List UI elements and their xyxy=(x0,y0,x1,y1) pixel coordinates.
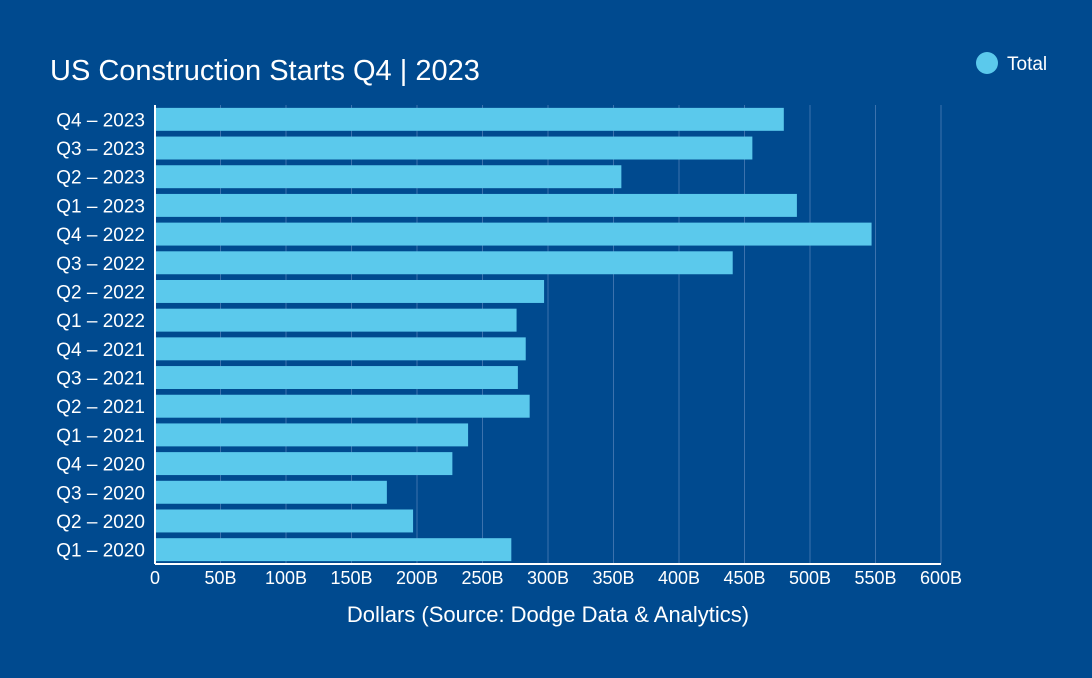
x-tick-label-8: 400B xyxy=(658,568,700,588)
y-tick-label-14: Q2 – 2020 xyxy=(56,512,145,533)
y-tick-label-6: Q2 – 2022 xyxy=(56,282,145,303)
y-tick-label-5: Q3 – 2022 xyxy=(56,254,145,275)
bar-7[interactable] xyxy=(155,308,517,332)
y-axis-tick-labels: Q4 – 2023 Q3 – 2023 Q2 – 2023 Q1 – 2023 Q4 –… xyxy=(56,110,145,561)
bar-5[interactable] xyxy=(155,251,733,275)
bar-6[interactable] xyxy=(155,279,545,303)
y-tick-label-1: Q3 – 2023 xyxy=(56,139,145,160)
y-tick-label-0: Q4 – 2023 xyxy=(56,110,145,131)
bar-0[interactable] xyxy=(155,107,784,131)
x-axis-title: Dollars (Source: Dodge Data & Analytics) xyxy=(347,602,749,627)
bar-11[interactable] xyxy=(155,423,469,447)
bar-13[interactable] xyxy=(155,480,387,504)
x-tick-label-0: 0 xyxy=(150,568,160,588)
y-tick-label-8: Q4 – 2021 xyxy=(56,340,145,361)
x-tick-label-1: 50B xyxy=(204,568,236,588)
bar-4[interactable] xyxy=(155,222,872,246)
x-tick-label-6: 300B xyxy=(527,568,569,588)
x-tick-label-9: 450B xyxy=(723,568,765,588)
bar-15[interactable] xyxy=(155,538,512,562)
bar-12[interactable] xyxy=(155,452,453,476)
legend-label-total[interactable]: Total xyxy=(1007,54,1047,75)
x-tick-label-3: 150B xyxy=(330,568,372,588)
x-tick-label-5: 250B xyxy=(461,568,503,588)
bars xyxy=(155,107,872,562)
x-tick-label-2: 100B xyxy=(265,568,307,588)
y-tick-label-7: Q1 – 2022 xyxy=(56,311,145,332)
y-tick-label-3: Q1 – 2023 xyxy=(56,196,145,217)
y-tick-label-9: Q3 – 2021 xyxy=(56,369,145,390)
x-tick-label-12: 600B xyxy=(920,568,962,588)
bar-8[interactable] xyxy=(155,337,526,361)
chart-title: US Construction Starts Q4 | 2023 xyxy=(50,55,480,87)
x-tick-label-7: 350B xyxy=(592,568,634,588)
y-tick-label-10: Q2 – 2021 xyxy=(56,397,145,418)
bar-1[interactable] xyxy=(155,136,753,160)
bar-3[interactable] xyxy=(155,193,797,217)
legend-swatch-total[interactable] xyxy=(976,52,998,74)
y-tick-label-2: Q2 – 2023 xyxy=(56,168,145,189)
y-tick-label-15: Q1 – 2020 xyxy=(56,541,145,562)
bar-2[interactable] xyxy=(155,165,622,189)
y-tick-label-12: Q4 – 2020 xyxy=(56,455,145,476)
x-tick-label-11: 550B xyxy=(854,568,896,588)
bar-9[interactable] xyxy=(155,366,518,390)
x-tick-label-4: 200B xyxy=(396,568,438,588)
legend[interactable]: Total xyxy=(976,52,1047,75)
y-tick-label-11: Q1 – 2021 xyxy=(56,426,145,447)
bar-10[interactable] xyxy=(155,394,530,418)
x-tick-label-10: 500B xyxy=(789,568,831,588)
bar-14[interactable] xyxy=(155,509,414,533)
y-tick-label-4: Q4 – 2022 xyxy=(56,225,145,246)
y-tick-label-13: Q3 – 2020 xyxy=(56,483,145,504)
x-axis-tick-labels: 0 50B 100B 150B 200B 250B 300B 350B 400B 450B 500B… xyxy=(150,568,962,588)
